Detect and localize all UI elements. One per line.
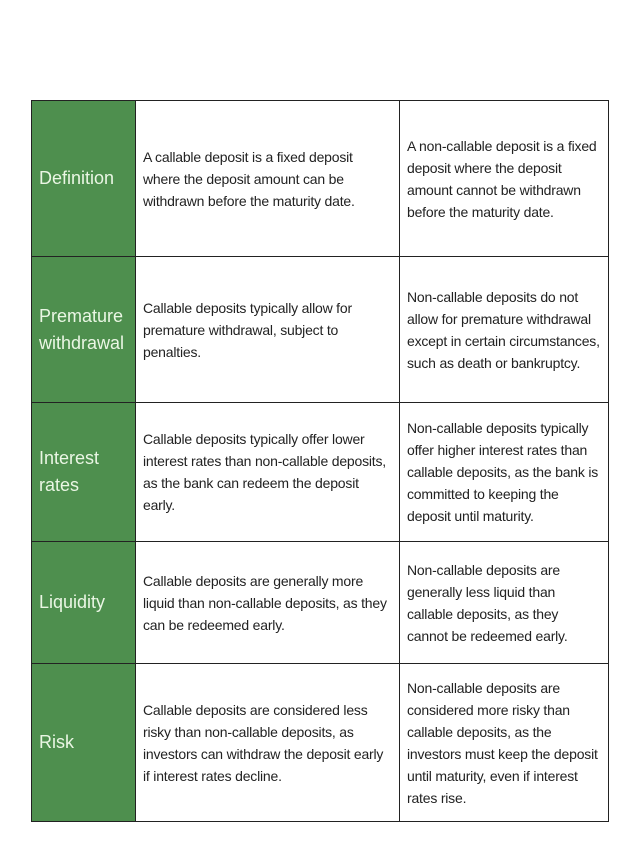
table-row-definition: Definition A callable deposit is a fixed… [31, 100, 609, 257]
row-label: Premature withdrawal [31, 256, 136, 403]
row-label: Definition [31, 100, 136, 257]
row-label: Liquidity [31, 541, 136, 664]
row-label: Risk [31, 663, 136, 822]
non-callable-cell: A non-callable deposit is a fixed deposi… [399, 100, 609, 257]
non-callable-cell: Non-callable deposits are generally less… [399, 541, 609, 664]
callable-cell: A callable deposit is a fixed deposit wh… [135, 100, 400, 257]
non-callable-cell: Non-callable deposits are considered mor… [399, 663, 609, 822]
callable-cell: Callable deposits typically allow for pr… [135, 256, 400, 403]
non-callable-cell: Non-callable deposits typically offer hi… [399, 402, 609, 542]
table-row-risk: Risk Callable deposits are considered le… [31, 663, 609, 822]
callable-cell: Callable deposits are generally more liq… [135, 541, 400, 664]
non-callable-cell: Non-callable deposits do not allow for p… [399, 256, 609, 403]
table-row-premature-withdrawal: Premature withdrawal Callable deposits t… [31, 256, 609, 403]
callable-cell: Callable deposits are considered less ri… [135, 663, 400, 822]
comparison-table: Definition A callable deposit is a fixed… [31, 100, 609, 822]
table-row-interest-rates: Interest rates Callable deposits typical… [31, 402, 609, 542]
row-label: Interest rates [31, 402, 136, 542]
callable-cell: Callable deposits typically offer lower … [135, 402, 400, 542]
table-row-liquidity: Liquidity Callable deposits are generall… [31, 541, 609, 664]
